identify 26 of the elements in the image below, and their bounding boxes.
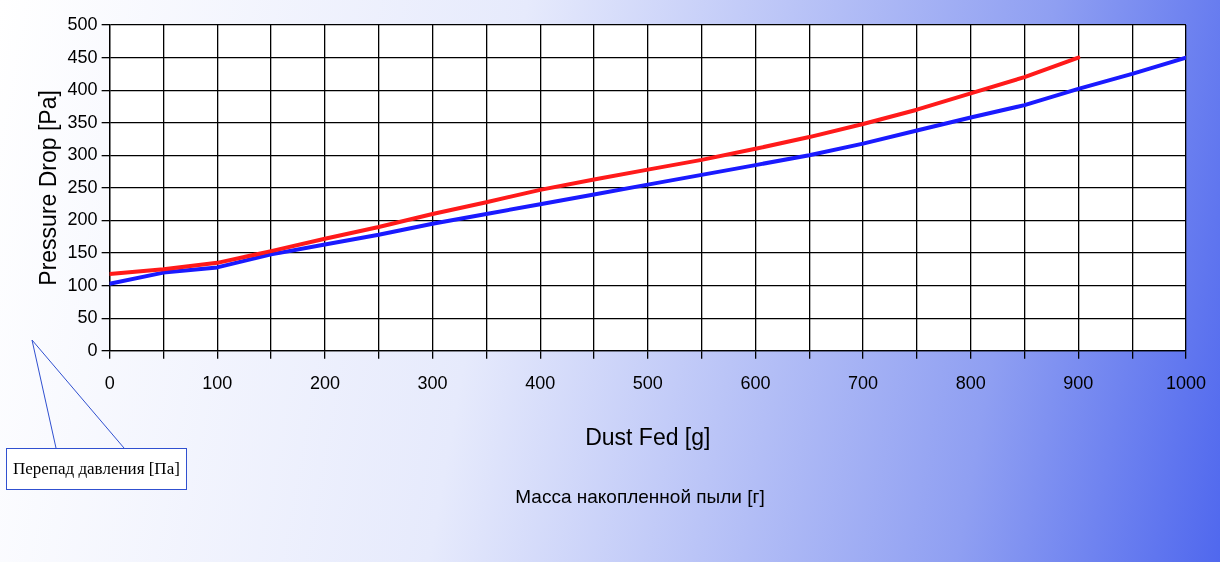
- y-tick-label: 450: [67, 46, 98, 67]
- x-axis-title: Dust Fed [g]: [585, 423, 711, 450]
- y-tick-label: 400: [67, 79, 98, 100]
- y-axis-title: Pressure Drop [Pa]: [35, 90, 62, 286]
- x-tick-label: 800: [955, 372, 986, 393]
- x-tick-label: 0: [104, 372, 115, 393]
- text: Перепад давления [Па]: [6, 448, 187, 490]
- x-tick-label: 900: [1063, 372, 1094, 393]
- x-tick-label: 200: [309, 372, 340, 393]
- y-tick-label: 150: [67, 242, 98, 263]
- y-tick-label: 100: [67, 274, 98, 295]
- x-tick-label: 400: [525, 372, 556, 393]
- y-tick-label: 200: [67, 209, 98, 230]
- y-tick-label: 50: [77, 307, 98, 328]
- x-tick-label: 500: [632, 372, 663, 393]
- x-tick-label: 700: [848, 372, 879, 393]
- x-tick-label: 1000: [1165, 372, 1206, 393]
- x-tick-label: 600: [740, 372, 771, 393]
- y-tick-label: 500: [67, 13, 98, 34]
- text: Масса накопленной пыли [г]: [514, 486, 766, 508]
- y-tick-label: 0: [87, 339, 98, 360]
- x-tick-label: 100: [202, 372, 233, 393]
- y-tick-label: 300: [67, 144, 98, 165]
- y-tick-label: 250: [67, 176, 98, 197]
- x-tick-label: 300: [417, 372, 448, 393]
- y-tick-label: 350: [67, 111, 98, 132]
